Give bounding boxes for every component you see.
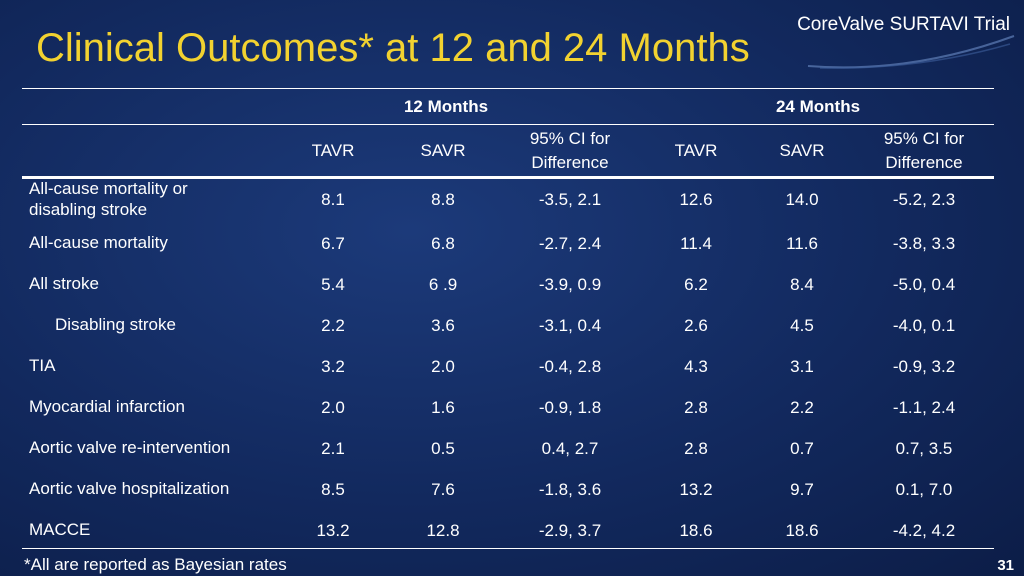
- table-cell: 13.2: [316, 521, 350, 540]
- group-header-24-months: 24 Months: [775, 97, 861, 116]
- table-cell: 2.0: [321, 398, 345, 417]
- table-cell: -3.9, 0.9: [538, 275, 602, 294]
- table-cell: 2.2: [790, 398, 814, 417]
- table-cell: 13.2: [679, 480, 713, 499]
- table-cell: 6.2: [684, 275, 708, 294]
- footnote: *All are reported as Bayesian rates: [24, 555, 287, 574]
- table-cell: 2.8: [684, 398, 708, 417]
- brand-swoosh-icon: [807, 35, 1015, 69]
- col-header-savr-12: SAVR: [420, 141, 466, 160]
- brand-logo-text: CoreValve SURTAVI Trial: [797, 14, 1010, 35]
- row-label: All stroke: [29, 274, 99, 293]
- table-cell: -3.5, 2.1: [538, 190, 602, 209]
- page-number: 31: [997, 557, 1014, 574]
- table-cell: -0.9, 3.2: [892, 357, 956, 376]
- table-cell: 0.4, 2.7: [541, 439, 599, 458]
- table-header-rule: [22, 176, 994, 179]
- table-cell: 18.6: [785, 521, 819, 540]
- table-cell: 12.6: [679, 190, 713, 209]
- table-cell: -2.9, 3.7: [538, 521, 602, 540]
- table-cell: -5.2, 2.3: [892, 190, 956, 209]
- row-label: Myocardial infarction: [29, 397, 185, 416]
- table-cell: 1.6: [431, 398, 455, 417]
- table-cell: 0.1, 7.0: [895, 480, 953, 499]
- table-cell: -1.1, 2.4: [892, 398, 956, 417]
- table-cell: -1.8, 3.6: [538, 480, 602, 499]
- table-cell: 8.4: [790, 275, 814, 294]
- row-label: TIA: [29, 356, 56, 375]
- table-cell: 9.7: [790, 480, 814, 499]
- table-group-rule: [22, 124, 994, 125]
- table-cell: 11.4: [680, 234, 712, 253]
- table-cell: 6 .9: [428, 275, 458, 294]
- table-cell: -2.7, 2.4: [538, 234, 602, 253]
- table-cell: 3.1: [790, 357, 814, 376]
- table-cell: 14.0: [785, 190, 819, 209]
- row-label: Disabling stroke: [55, 315, 176, 334]
- table-cell: 18.6: [679, 521, 713, 540]
- table-cell: 6.7: [321, 234, 345, 253]
- table-top-rule: [22, 88, 994, 89]
- table-cell: -0.9, 1.8: [538, 398, 602, 417]
- table-cell: 4.3: [684, 357, 708, 376]
- table-cell: 3.6: [431, 316, 455, 335]
- table-cell: 12.8: [426, 521, 460, 540]
- row-label: All-cause mortality: [29, 233, 168, 252]
- table-cell: 2.1: [321, 439, 345, 458]
- table-cell: 2.6: [684, 316, 708, 335]
- table-cell: 2.2: [321, 316, 345, 335]
- table-cell: 5.4: [321, 275, 345, 294]
- table-cell: 11.6: [786, 234, 818, 253]
- row-label: Aortic valve re-intervention: [29, 438, 231, 457]
- table-cell: 0.5: [431, 439, 455, 458]
- col-header-savr-24: SAVR: [779, 141, 825, 160]
- table-cell: 0.7, 3.5: [895, 439, 953, 458]
- col-header-tavr-12: TAVR: [311, 141, 355, 160]
- table-cell: 2.8: [684, 439, 708, 458]
- table-cell: 4.5: [790, 316, 814, 335]
- table-cell: -3.8, 3.3: [892, 234, 956, 253]
- row-label: MACCE: [29, 520, 91, 539]
- table-cell: 6.8: [431, 234, 455, 253]
- col-header-ci-12: 95% CI for Difference: [529, 129, 611, 172]
- table-cell: 7.6: [431, 480, 455, 499]
- row-label: All-cause mortality or disabling stroke: [29, 179, 188, 219]
- slide-title: Clinical Outcomes* at 12 and 24 Months: [36, 26, 750, 70]
- table-cell: 8.8: [431, 190, 455, 209]
- table-cell: -4.0, 0.1: [892, 316, 956, 335]
- table-cell: 8.5: [321, 480, 345, 499]
- group-header-12-months: 12 Months: [403, 97, 489, 116]
- table-cell: -5.0, 0.4: [892, 275, 956, 294]
- col-header-ci-24: 95% CI for Difference: [883, 129, 965, 172]
- table-cell: -3.1, 0.4: [538, 316, 602, 335]
- table-cell: -0.4, 2.8: [538, 357, 602, 376]
- table-cell: -4.2, 4.2: [892, 521, 956, 540]
- table-cell: 8.1: [321, 190, 345, 209]
- table-bottom-rule: [22, 548, 994, 549]
- row-label: Aortic valve hospitalization: [29, 479, 230, 498]
- col-header-tavr-24: TAVR: [674, 141, 718, 160]
- table-cell: 0.7: [790, 439, 814, 458]
- table-cell: 3.2: [321, 357, 345, 376]
- table-cell: 2.0: [431, 357, 455, 376]
